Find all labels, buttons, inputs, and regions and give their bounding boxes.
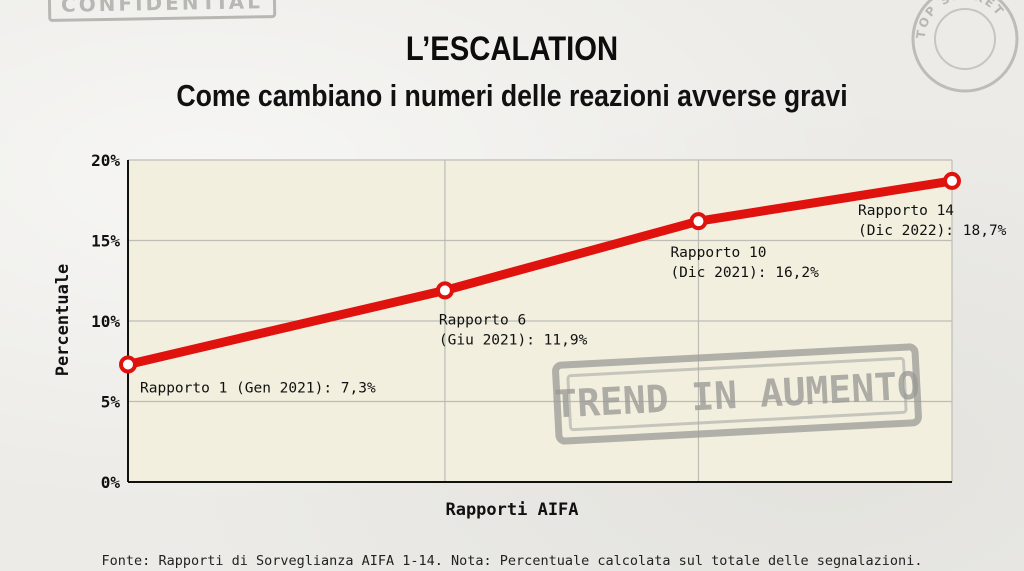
y-tick-label: 0%: [101, 473, 121, 492]
page-title: L’ESCALATION: [405, 30, 619, 68]
series-line: [123, 176, 957, 369]
y-tick-label: 5%: [101, 393, 121, 412]
source-note: Fonte: Rapporti di Sorveglianza AIFA 1-1…: [101, 553, 923, 569]
y-tick-label: 20%: [91, 151, 120, 170]
data-label-line: Rapporto 10: [670, 245, 766, 261]
data-label: Rapporto 10 (Dic 2021): 16,2%: [670, 245, 819, 281]
data-points: [119, 171, 961, 374]
data-point: [119, 355, 137, 374]
data-label-line: (Dic 2022): 18,7%: [858, 223, 1007, 239]
data-label: Rapporto 1 (Gen 2021): 7,3%: [140, 380, 376, 396]
axes: [127, 160, 952, 483]
data-point: [435, 281, 454, 300]
data-label-line: (Dic 2021): 16,2%: [670, 265, 819, 281]
data-labels: Rapporto 1 (Gen 2021): 7,3% Rapporto 6 (Gi…: [140, 203, 1007, 397]
data-label: Rapporto 6 (Giu 2021): 11,9%: [439, 312, 588, 348]
page-subtitle: Come cambiano i numeri delle reazioni av…: [176, 78, 848, 113]
data-label-line: Rapporto 1 (Gen 2021): 7,3%: [140, 380, 376, 396]
data-label-line: Rapporto 14: [858, 203, 954, 219]
data-label-line: (Giu 2021): 11,9%: [439, 332, 588, 348]
y-ticks: 0% 5% 10% 15% 20%: [91, 151, 120, 492]
data-label: Rapporto 14 (Dic 2022): 18,7%: [858, 203, 1007, 239]
x-axis-label: Rapporti AIFA: [445, 500, 578, 520]
trend-stamp: TREND IN AUMENTO: [552, 343, 922, 445]
grid: [128, 159, 953, 482]
y-tick-label: 10%: [91, 312, 120, 331]
data-label-line: Rapporto 6: [439, 312, 526, 328]
data-point: [689, 212, 708, 231]
y-axis-label: Percentuale: [53, 264, 73, 377]
y-tick-label: 15%: [91, 232, 120, 251]
data-point: [943, 171, 961, 190]
seal-icon: TOP SECRET: [911, 0, 1019, 93]
